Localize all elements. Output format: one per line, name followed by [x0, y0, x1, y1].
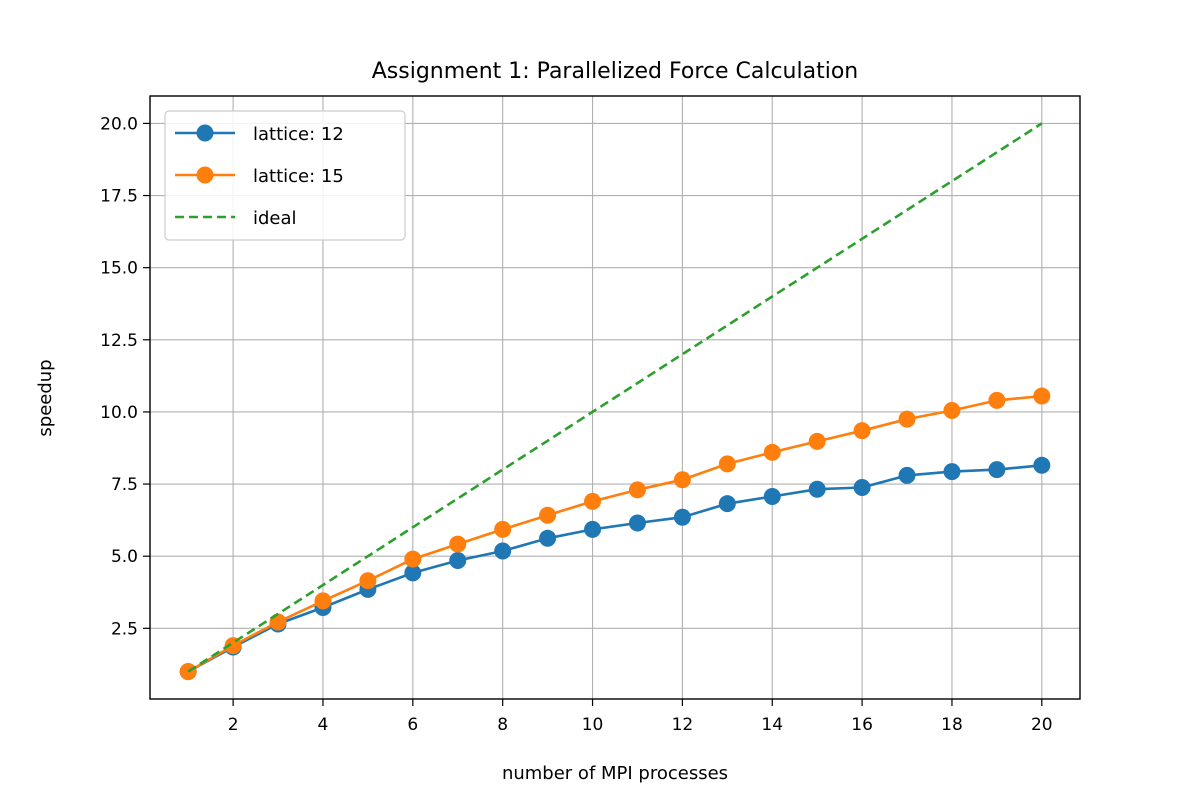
data-point-lattice-12 [943, 463, 961, 481]
legend: lattice: 12 lattice: 15 ideal [164, 110, 406, 241]
x-tick-label: 8 [497, 715, 508, 735]
legend-marker-lattice-12 [196, 124, 214, 142]
grid [150, 96, 1080, 699]
x-tick-label: 20 [1031, 715, 1053, 735]
data-point-lattice-12 [584, 520, 602, 538]
series-group [179, 122, 1051, 681]
legend-box [164, 110, 406, 241]
data-point-lattice-12 [539, 529, 557, 547]
data-point-lattice-15 [359, 572, 377, 590]
data-point-lattice-15 [584, 492, 602, 510]
x-tick-label: 6 [407, 715, 418, 735]
data-point-lattice-12 [449, 552, 467, 570]
y-tick-label: 2.5 [111, 619, 138, 639]
axis-ticks: 2 4 6 8 10 12 14 16 18 20 2.5 5.0 7.5 10.0 12.5 15.0 17.… [100, 114, 1052, 735]
data-point-lattice-15 [718, 455, 736, 473]
x-tick-label: 2 [228, 715, 239, 735]
legend-label-lattice-15: lattice: 15 [253, 166, 344, 187]
plot-frame [149, 95, 1081, 700]
data-point-lattice-15 [449, 535, 467, 553]
x-tick-label: 10 [582, 715, 604, 735]
y-tick-label: 5.0 [111, 547, 138, 567]
data-point-lattice-12 [808, 480, 826, 498]
data-point-lattice-12 [853, 479, 871, 497]
y-axis-label: speedup [35, 359, 56, 436]
data-point-lattice-15 [853, 422, 871, 440]
x-tick-label: 16 [851, 715, 873, 735]
x-tick-label: 12 [672, 715, 694, 735]
data-point-lattice-12 [494, 542, 512, 560]
data-point-lattice-15 [494, 520, 512, 538]
data-point-lattice-15 [539, 506, 557, 524]
legend-label-ideal: ideal [253, 208, 297, 229]
y-tick-label: 7.5 [111, 475, 138, 495]
data-point-lattice-15 [314, 592, 332, 610]
y-tick-label: 20.0 [100, 114, 138, 134]
series-line-ideal [187, 122, 1043, 673]
data-point-lattice-15 [763, 443, 781, 461]
data-point-lattice-15 [269, 613, 287, 631]
y-tick-label: 17.5 [100, 187, 138, 207]
data-point-lattice-15 [943, 401, 961, 419]
data-point-lattice-12 [718, 495, 736, 513]
data-point-lattice-15 [808, 432, 826, 450]
data-point-lattice-15 [1033, 387, 1051, 405]
data-point-lattice-15 [898, 410, 916, 428]
x-tick-label: 18 [941, 715, 963, 735]
x-tick-label: 4 [318, 715, 329, 735]
data-point-lattice-15 [179, 663, 197, 681]
legend-label-lattice-12: lattice: 12 [253, 124, 344, 145]
y-tick-label: 10.0 [100, 403, 138, 423]
legend-marker-lattice-15 [196, 166, 214, 184]
chart-title: Assignment 1: Parallelized Force Calcula… [372, 59, 858, 84]
y-tick-label: 15.0 [100, 259, 138, 279]
data-point-lattice-12 [898, 466, 916, 484]
x-axis-label: number of MPI processes [502, 763, 728, 784]
x-tick-label: 14 [761, 715, 783, 735]
data-point-lattice-15 [988, 391, 1006, 409]
data-point-lattice-15 [673, 471, 691, 489]
data-point-lattice-15 [628, 481, 646, 499]
data-point-lattice-12 [673, 508, 691, 526]
data-point-lattice-12 [1033, 456, 1051, 474]
data-point-lattice-12 [404, 564, 422, 582]
data-point-lattice-12 [628, 514, 646, 532]
data-point-lattice-12 [763, 487, 781, 505]
series-line-lattice-15 [187, 394, 1042, 673]
data-point-lattice-12 [988, 461, 1006, 479]
y-tick-label: 12.5 [100, 331, 138, 351]
data-point-lattice-15 [404, 550, 422, 568]
